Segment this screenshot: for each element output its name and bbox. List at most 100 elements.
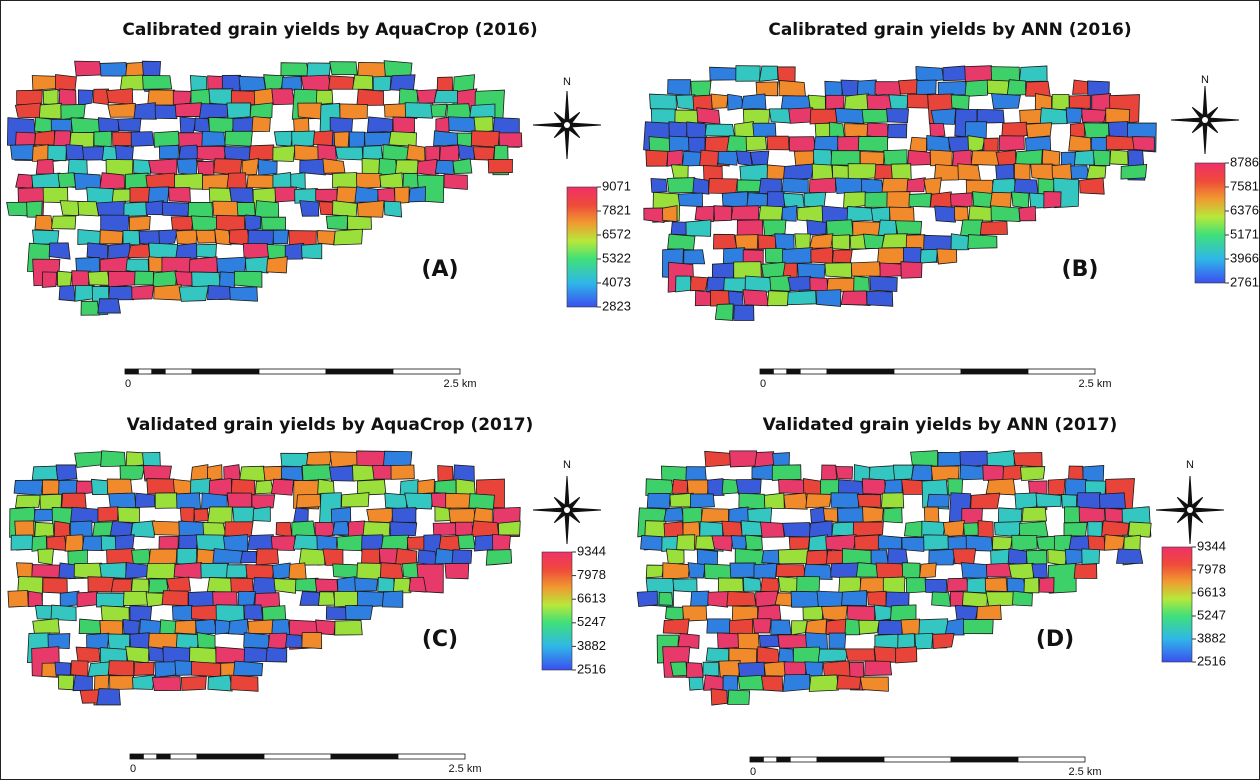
field-parcel [110, 521, 132, 537]
field-parcel [340, 104, 368, 120]
field-parcel [891, 164, 911, 180]
field-parcel [1014, 179, 1038, 194]
field-parcel [842, 549, 871, 565]
field-parcel [738, 662, 764, 676]
field-parcel [372, 466, 392, 480]
field-parcel [149, 159, 177, 175]
field-parcel [208, 675, 232, 691]
field-parcel [332, 173, 357, 189]
field-parcel [1071, 166, 1090, 179]
field-parcel [690, 277, 707, 291]
field-parcel [930, 123, 945, 136]
field-parcel [663, 563, 690, 579]
field-parcel [225, 522, 253, 537]
field-parcel [1012, 192, 1029, 208]
field-parcel [662, 206, 677, 222]
field-parcel [189, 647, 216, 663]
legend-label: 2516 [1197, 653, 1226, 668]
field-parcel [316, 189, 337, 202]
field-parcel [96, 593, 125, 607]
field-parcel [742, 94, 766, 109]
field-parcel [438, 465, 453, 481]
field-parcel [809, 178, 835, 193]
field-parcel [708, 178, 737, 193]
field-parcel [1020, 467, 1044, 481]
field-parcel [810, 234, 833, 249]
field-parcel [684, 250, 705, 264]
field-parcel [705, 124, 734, 136]
north-label: N [563, 459, 571, 471]
field-parcel [902, 563, 920, 579]
field-parcel [904, 521, 922, 537]
field-parcel [273, 230, 288, 244]
field-parcel [390, 522, 417, 537]
field-parcel [474, 508, 493, 523]
field-parcel [728, 94, 743, 110]
field-parcel [216, 647, 246, 663]
field-parcel [326, 607, 348, 620]
field-parcel [919, 563, 936, 578]
field-parcel [271, 479, 293, 495]
field-parcel [147, 479, 175, 495]
field-parcel [855, 535, 880, 550]
field-parcel [227, 173, 246, 189]
field-parcel [1110, 150, 1128, 165]
field-parcel [34, 509, 54, 521]
field-parcel [875, 165, 893, 179]
field-parcel [688, 563, 705, 578]
field-parcel [1013, 453, 1042, 467]
field-parcel [16, 495, 41, 507]
field-parcel [384, 201, 401, 217]
field-parcel [78, 201, 99, 216]
field-parcel [273, 173, 291, 189]
legend-label: 2761 [1230, 274, 1259, 289]
field-parcel [352, 465, 374, 481]
field-parcel [10, 145, 33, 160]
field-parcel [789, 137, 815, 152]
field-parcel [929, 549, 956, 565]
field-parcel [316, 90, 332, 104]
legend-label: 2823 [602, 298, 631, 313]
field-parcel [133, 675, 155, 689]
field-parcel [42, 480, 59, 495]
field-parcel [761, 676, 782, 691]
field-parcel [1015, 493, 1037, 509]
field-parcel [123, 230, 140, 244]
field-parcel [761, 262, 785, 278]
field-parcel [134, 103, 157, 120]
field-parcel [809, 535, 828, 551]
field-parcel [471, 131, 499, 147]
field-parcel [162, 591, 188, 606]
field-parcel [276, 522, 292, 537]
field-parcel [708, 592, 729, 608]
field-parcel [197, 549, 215, 564]
field-parcel [711, 689, 727, 705]
field-parcel [100, 620, 123, 634]
field-parcel [948, 137, 969, 153]
field-parcel [263, 466, 283, 481]
field-parcel [784, 662, 806, 676]
field-parcel [275, 187, 297, 202]
field-parcel [128, 244, 150, 258]
field-parcel [791, 591, 819, 607]
field-parcel [202, 131, 225, 146]
field-parcel [797, 577, 820, 593]
field-parcel [735, 122, 755, 139]
field-parcel [722, 521, 742, 537]
field-parcel [902, 479, 925, 494]
field-parcel [710, 67, 737, 80]
field-parcel [363, 146, 383, 160]
field-parcel [149, 243, 178, 259]
scale-segment [760, 369, 773, 374]
field-parcel [357, 89, 384, 105]
field-parcel [100, 62, 127, 76]
field-parcel [227, 493, 251, 507]
field-parcel [191, 605, 218, 620]
field-parcel [761, 578, 779, 593]
legend-label: 7978 [577, 567, 606, 582]
field-parcel [781, 96, 810, 110]
scale-label: 2.5 km [1068, 766, 1101, 778]
field-parcel [378, 188, 395, 202]
field-parcel [760, 522, 784, 537]
field-parcel [111, 579, 131, 592]
